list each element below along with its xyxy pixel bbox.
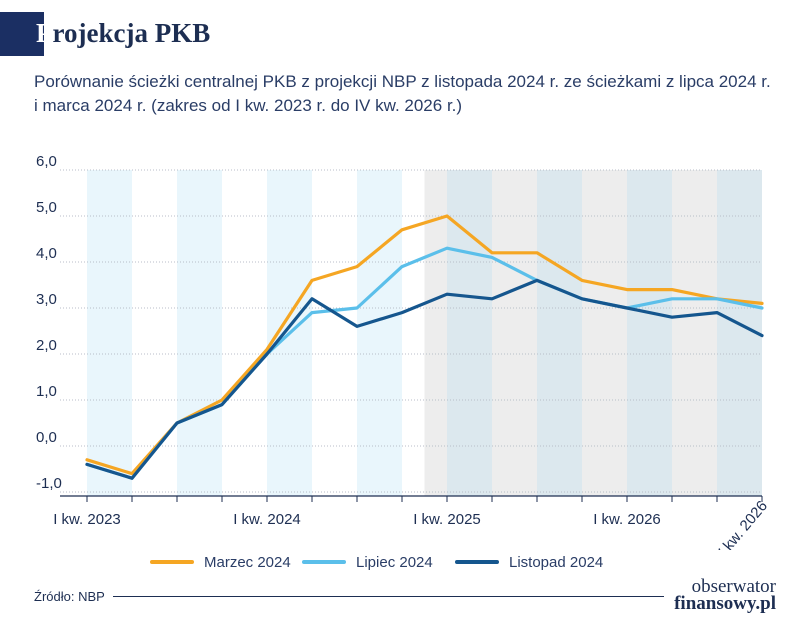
title-first-letter: P	[36, 18, 53, 48]
logo-line-1: obserwator	[691, 576, 776, 597]
y-tick-label-7: -1,0	[36, 475, 62, 492]
source-text: Źródło: NBP	[34, 588, 105, 604]
y-tick-label-1: 5,0	[36, 199, 57, 216]
legend-label-lipiec: Lipiec 2024	[356, 553, 433, 571]
chart-subtitle: Porównanie ścieżki centralnej PKB z proj…	[34, 72, 771, 115]
background-bands	[87, 170, 762, 496]
y-tick-label-5: 1,0	[36, 383, 57, 400]
x-tick-label-2: I kw. 2025	[413, 511, 481, 528]
y-tick-label-6: 0,0	[36, 429, 57, 446]
y-tick-label-4: 2,0	[36, 337, 57, 354]
band-10	[537, 170, 582, 496]
band-8	[447, 170, 492, 496]
title-rest: rojekcja PKB	[52, 18, 211, 48]
band-6	[357, 170, 402, 496]
y-axis-ticks: 6,0 5,0 4,0 3,0 2,0 1,0 0,0 -1,0	[36, 153, 62, 492]
legend-label-marzec: Marzec 2024	[204, 553, 291, 571]
y-tick-label-3: 3,0	[36, 291, 57, 308]
publisher-logo[interactable]: obserwator finansowy.pl	[674, 576, 776, 614]
grid-lines	[60, 169, 762, 493]
band-2	[177, 170, 222, 496]
legend-swatch-lipiec	[302, 560, 346, 564]
series-line-listopad-2024	[85, 278, 764, 480]
source-line: Źródło: NBP	[34, 586, 664, 606]
gdp-line-chart: 6,05,04,03,02,01,00,0-1,0 I kw. 2023 I kw…	[36, 153, 771, 550]
legend-item-listopad: Listopad 2024	[455, 550, 603, 574]
page-title: Projekcja PKB	[36, 18, 210, 49]
source-divider	[112, 595, 664, 597]
legend-swatch-listopad	[455, 560, 499, 564]
chart-legend: Marzec 2024 Lipiec 2024 Listopad 2024	[0, 550, 800, 574]
series-lines	[85, 214, 764, 480]
legend-label-listopad: Listopad 2024	[509, 553, 604, 571]
band-12	[627, 170, 672, 496]
y-tick-label-0: 6,0	[36, 153, 57, 170]
x-tick-label-4: IV kw. 2026	[708, 498, 771, 550]
legend-item-marzec: Marzec 2024	[150, 550, 291, 574]
logo-line-2: finansowy.pl	[674, 593, 776, 614]
legend-item-lipiec: Lipiec 2024	[302, 550, 433, 574]
y-tick-label-2: 4,0	[36, 245, 57, 262]
x-tick-label-0: I kw. 2023	[53, 511, 121, 528]
band-0	[87, 170, 132, 496]
x-tick-label-3: I kw. 2026	[593, 511, 661, 528]
x-tick-label-1: I kw. 2024	[233, 511, 301, 528]
legend-swatch-marzec	[150, 560, 194, 564]
title-accent-block	[0, 12, 44, 56]
x-axis: I kw. 2023 I kw. 2024 I kw. 2025 I kw. 2026…	[53, 495, 771, 550]
title-bar: Projekcja PKB	[0, 12, 300, 56]
series-line-marzec-2024	[85, 214, 764, 476]
